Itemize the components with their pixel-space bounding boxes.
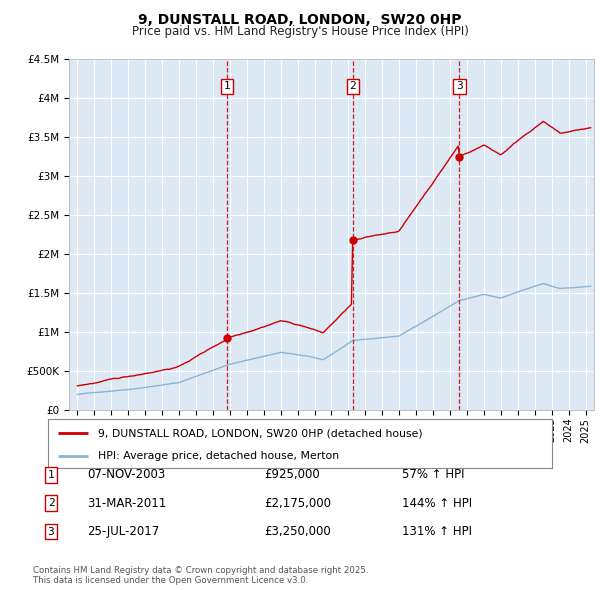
Text: Price paid vs. HM Land Registry's House Price Index (HPI): Price paid vs. HM Land Registry's House … — [131, 25, 469, 38]
Text: 3: 3 — [456, 81, 463, 91]
Text: 9, DUNSTALL ROAD, LONDON, SW20 0HP (detached house): 9, DUNSTALL ROAD, LONDON, SW20 0HP (deta… — [98, 428, 423, 438]
Text: 25-JUL-2017: 25-JUL-2017 — [87, 525, 159, 538]
Text: £3,250,000: £3,250,000 — [264, 525, 331, 538]
Text: £925,000: £925,000 — [264, 468, 320, 481]
Text: 2: 2 — [47, 499, 55, 508]
Text: £2,175,000: £2,175,000 — [264, 497, 331, 510]
Text: HPI: Average price, detached house, Merton: HPI: Average price, detached house, Mert… — [98, 451, 340, 461]
Text: 31-MAR-2011: 31-MAR-2011 — [87, 497, 166, 510]
Text: 2: 2 — [349, 81, 356, 91]
Text: 9, DUNSTALL ROAD, LONDON,  SW20 0HP: 9, DUNSTALL ROAD, LONDON, SW20 0HP — [138, 13, 462, 27]
Text: 1: 1 — [224, 81, 231, 91]
Text: 07-NOV-2003: 07-NOV-2003 — [87, 468, 165, 481]
Text: Contains HM Land Registry data © Crown copyright and database right 2025.
This d: Contains HM Land Registry data © Crown c… — [33, 566, 368, 585]
Text: 1: 1 — [47, 470, 55, 480]
Text: 3: 3 — [47, 527, 55, 536]
Text: 144% ↑ HPI: 144% ↑ HPI — [402, 497, 472, 510]
Text: 57% ↑ HPI: 57% ↑ HPI — [402, 468, 464, 481]
Text: 131% ↑ HPI: 131% ↑ HPI — [402, 525, 472, 538]
